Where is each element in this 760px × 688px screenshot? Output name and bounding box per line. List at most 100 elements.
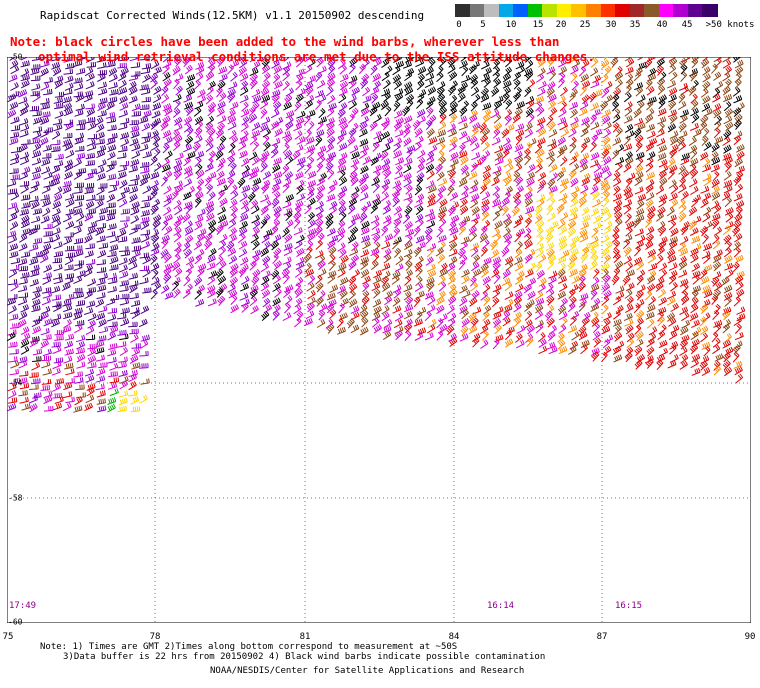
wind-barb <box>602 128 612 139</box>
wind-barb <box>416 176 424 187</box>
wind-barb <box>251 214 260 224</box>
wind-barb <box>437 129 447 138</box>
wind-barb <box>417 89 427 98</box>
wind-barb <box>131 347 141 357</box>
wind-barb <box>30 75 41 82</box>
wind-barb <box>249 296 258 307</box>
wind-barb <box>678 93 686 104</box>
wind-barb <box>580 344 588 355</box>
wind-barb <box>614 71 624 82</box>
wind-barb <box>329 200 338 210</box>
wind-barb <box>195 150 205 159</box>
wind-barb <box>690 107 699 117</box>
wind-barb <box>681 190 689 201</box>
wind-barb <box>261 80 271 91</box>
wind-barb <box>391 270 401 280</box>
wind-barb <box>426 170 435 180</box>
wind-barb <box>515 283 524 293</box>
wind-barb <box>658 198 667 208</box>
wind-barb <box>283 57 291 62</box>
wind-barb <box>41 360 51 369</box>
wind-barb <box>735 373 744 384</box>
wind-barb <box>658 240 667 251</box>
wind-barb <box>569 268 578 278</box>
wind-barb <box>98 318 107 328</box>
wind-barb <box>107 223 117 231</box>
wind-barb <box>460 164 469 175</box>
wind-barb <box>19 180 30 187</box>
wind-barb <box>20 68 30 77</box>
wind-barb <box>74 194 85 201</box>
wind-barb <box>492 256 502 266</box>
wind-barb <box>577 281 586 293</box>
wind-barb <box>646 318 655 329</box>
legend-label-35: 35 <box>629 20 641 30</box>
wind-barb <box>516 65 526 75</box>
wind-barb <box>546 341 556 350</box>
wind-barb <box>703 220 713 230</box>
wind-barb <box>227 247 237 257</box>
wind-barb <box>217 115 227 124</box>
wind-barb <box>515 123 525 132</box>
wind-barb <box>54 396 64 404</box>
wind-barb <box>217 295 226 306</box>
wind-barb <box>491 87 500 97</box>
legend-swatch <box>513 4 529 17</box>
wind-barb <box>76 119 86 126</box>
wind-barbs <box>7 57 746 413</box>
wind-barb <box>32 286 42 293</box>
wind-barb <box>84 402 93 412</box>
wind-barb <box>216 122 225 133</box>
wind-barb <box>523 227 532 238</box>
wind-barb <box>579 163 589 173</box>
wind-barb <box>86 61 97 68</box>
wind-barb <box>471 142 480 152</box>
wind-barb <box>614 211 623 222</box>
wind-barb <box>494 324 502 335</box>
wind-barb <box>131 150 141 159</box>
wind-barb <box>252 249 262 258</box>
wind-barb <box>327 135 336 147</box>
wind-barb <box>194 276 203 287</box>
wind-barb <box>634 67 643 77</box>
wind-barb <box>230 162 237 173</box>
wind-barb <box>733 296 741 307</box>
wind-barb <box>207 101 217 112</box>
wind-barb <box>481 268 489 278</box>
wind-barb <box>669 57 677 62</box>
wind-barb <box>702 284 711 294</box>
wind-barb <box>658 193 668 203</box>
wind-barb <box>603 121 612 131</box>
wind-barb <box>603 289 612 300</box>
wind-barb <box>447 275 456 285</box>
wind-barb <box>10 125 21 132</box>
wind-barb <box>604 94 614 104</box>
wind-barb <box>637 61 647 70</box>
wind-barb <box>582 311 591 321</box>
wind-barb <box>293 211 302 222</box>
wind-barb <box>525 107 534 118</box>
wind-barb <box>95 227 105 236</box>
wind-barb <box>217 275 227 286</box>
wind-barb <box>73 77 83 84</box>
wind-barb <box>637 57 645 61</box>
wind-barb <box>18 377 28 385</box>
wind-barb <box>736 150 745 161</box>
wind-barb <box>703 253 711 264</box>
wind-barb <box>182 213 191 223</box>
wind-barb <box>536 157 543 168</box>
wind-barb <box>393 142 401 153</box>
wind-barb <box>427 296 436 306</box>
wind-barb <box>414 57 424 63</box>
wind-barb <box>645 358 654 369</box>
wind-barb <box>163 267 172 277</box>
wind-barb <box>296 184 304 195</box>
wind-barb <box>558 241 568 251</box>
wind-barb <box>227 170 236 180</box>
wind-barb <box>203 239 213 251</box>
wind-barb <box>294 130 303 140</box>
wind-barb <box>260 57 268 62</box>
wind-barb <box>140 229 150 236</box>
wind-barb <box>568 325 578 334</box>
wind-barb <box>129 354 139 364</box>
